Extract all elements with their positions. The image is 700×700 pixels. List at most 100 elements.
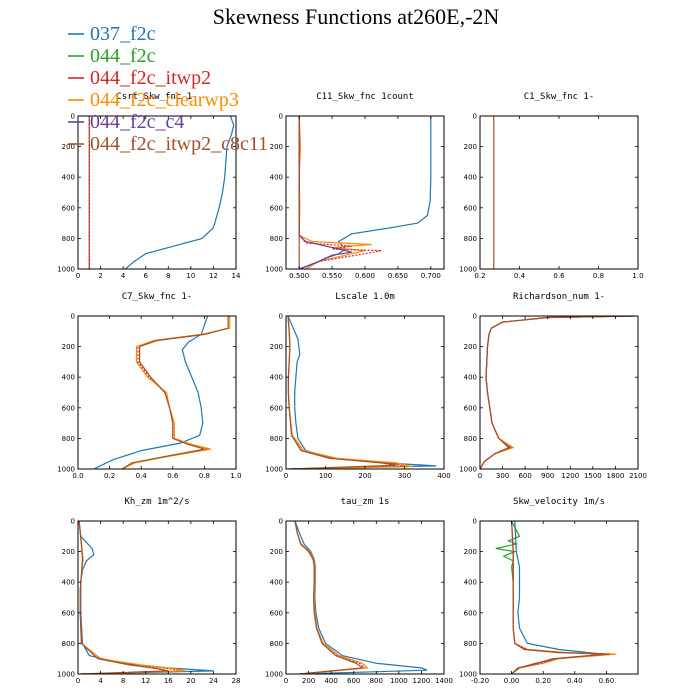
y-tick-label: 400 <box>270 374 283 382</box>
panel-1: Csrt_Skw_fnc 1- 0 2 4 6 8 10 12 14 0 200 400 600 800 1… <box>57 92 241 280</box>
y-tick-label: 0 <box>71 113 75 121</box>
series-line <box>287 316 397 469</box>
y-tick-label: 800 <box>270 235 283 243</box>
x-tick-label: 1200 <box>561 472 579 480</box>
y-tick-label: 600 <box>464 204 477 212</box>
panel-4: C7_Skw_fnc 1- 0.0 0.2 0.4 0.6 0.8 1.0 0 200 400 60… <box>57 292 241 480</box>
y-tick-label: 200 <box>464 143 477 151</box>
y-tick-label: 200 <box>62 343 75 351</box>
y-tick-label: 200 <box>464 548 477 556</box>
x-tick-label: 1800 <box>607 472 625 480</box>
x-tick-label: 0.2 <box>104 472 115 480</box>
legend-entry: 044_f2c_itwp2 <box>68 67 211 89</box>
x-tick-label: 10 <box>186 272 195 280</box>
x-tick-label: 100 <box>319 472 332 480</box>
series-line <box>78 521 169 674</box>
x-tick-label: 0.600 <box>355 272 375 280</box>
series-line <box>511 521 604 674</box>
y-tick-label: 600 <box>270 609 283 617</box>
y-tick-label: 800 <box>464 640 477 648</box>
y-tick-label: 800 <box>270 435 283 443</box>
y-tick-label: 200 <box>62 548 75 556</box>
x-tick-label: 300 <box>398 472 411 480</box>
y-tick-label: 1000 <box>57 671 75 679</box>
x-tick-label: 400 <box>324 677 337 685</box>
series-line <box>294 521 428 674</box>
x-tick-label: 0.2 <box>474 272 485 280</box>
series-line <box>298 116 372 269</box>
x-tick-label: 0 <box>76 272 80 280</box>
y-tick-label: 800 <box>62 640 75 648</box>
series-line <box>511 521 616 674</box>
x-tick-label: 20 <box>186 677 195 685</box>
x-tick-label: 400 <box>437 472 450 480</box>
y-tick-label: 400 <box>464 174 477 182</box>
x-tick-label: 4 <box>98 677 103 685</box>
y-tick-label: 0 <box>473 313 477 321</box>
panel-2: C11_Skw_fnc 1count 0.500 0.550 0.600 0.650 0.… <box>265 92 445 280</box>
legend-label: 037_f2c <box>90 23 156 45</box>
legend-entry: 044_f2c <box>68 45 156 67</box>
series-line <box>298 116 382 269</box>
y-tick-label: 0 <box>279 518 283 526</box>
y-tick-label: 200 <box>464 343 477 351</box>
plot-frame <box>77 115 237 270</box>
y-tick-label: 1000 <box>57 466 75 474</box>
x-tick-label: 0.20 <box>535 677 551 685</box>
x-tick-label: 0 <box>284 677 288 685</box>
y-tick-label: 1000 <box>459 266 477 274</box>
series-line <box>121 316 229 469</box>
figure-title: Skewness Functions at260E,-2N <box>213 4 500 29</box>
series-line <box>93 316 209 469</box>
x-tick-label: 600 <box>347 677 360 685</box>
x-tick-label: 12 <box>209 272 218 280</box>
y-tick-label: 400 <box>62 579 75 587</box>
x-tick-label: 4 <box>121 272 126 280</box>
panel-title: Csrt_Skw_fnc 1- <box>116 92 197 102</box>
plot-frame <box>479 520 639 675</box>
panel-title: Richardson_num 1- <box>513 292 605 302</box>
series-group <box>495 521 616 674</box>
y-tick-label: 800 <box>62 235 75 243</box>
y-tick-label: 200 <box>270 548 283 556</box>
series-group <box>93 316 231 469</box>
y-tick-label: 1000 <box>265 266 283 274</box>
panel-title: Kh_zm 1m^2/s <box>124 497 189 507</box>
series-group <box>88 116 235 269</box>
x-tick-label: 8 <box>121 677 125 685</box>
x-tick-label: 200 <box>302 677 315 685</box>
series-line <box>78 521 214 674</box>
x-tick-label: 1000 <box>390 677 408 685</box>
series-line <box>78 521 183 674</box>
y-tick-label: 1000 <box>459 671 477 679</box>
x-tick-label: 0 <box>478 472 482 480</box>
x-tick-label: 900 <box>541 472 554 480</box>
x-tick-label: 1500 <box>584 472 602 480</box>
panel-title: C1_Skw_fnc 1- <box>524 92 594 102</box>
legend-label: 044_f2c_clearwp3 <box>90 89 239 111</box>
panel-6: Richardson_num 1- 0 300 600 900 1200 1500 1800 2… <box>459 292 647 480</box>
x-tick-label: -0.20 <box>471 677 489 685</box>
x-tick-label: 0.6 <box>553 272 565 280</box>
panel-3: C1_Skw_fnc 1- 0.2 0.4 0.6 0.8 1.0 0 200 400 600 80… <box>459 92 643 280</box>
legend-label: 044_f2c_c4 <box>90 111 184 133</box>
x-tick-label: 12 <box>141 677 150 685</box>
legend-label: 044_f2c_itwp2_c8c11 <box>90 133 268 155</box>
series-group <box>298 116 432 269</box>
panel-9: Skw_velocity 1m/s -0.20 0.00 0.20 0.40 0.60 0 2… <box>459 497 639 685</box>
series-line <box>287 316 437 469</box>
x-tick-label: 2100 <box>629 472 647 480</box>
y-tick-label: 200 <box>270 143 283 151</box>
series-line <box>294 521 365 674</box>
series-line <box>511 521 610 674</box>
panel-title: tau_zm 1s <box>341 497 390 507</box>
y-tick-label: 800 <box>62 435 75 443</box>
plot-frame <box>285 315 445 470</box>
series-line <box>511 521 607 674</box>
legend-entry: 044_f2c_itwp2_c8c11 <box>68 133 268 155</box>
y-tick-label: 600 <box>270 204 283 212</box>
y-tick-label: 600 <box>62 404 75 412</box>
y-tick-label: 400 <box>464 374 477 382</box>
plot-frame <box>77 315 237 470</box>
legend: 037_f2c044_f2c044_f2c_itwp2044_f2c_clear… <box>68 23 268 155</box>
